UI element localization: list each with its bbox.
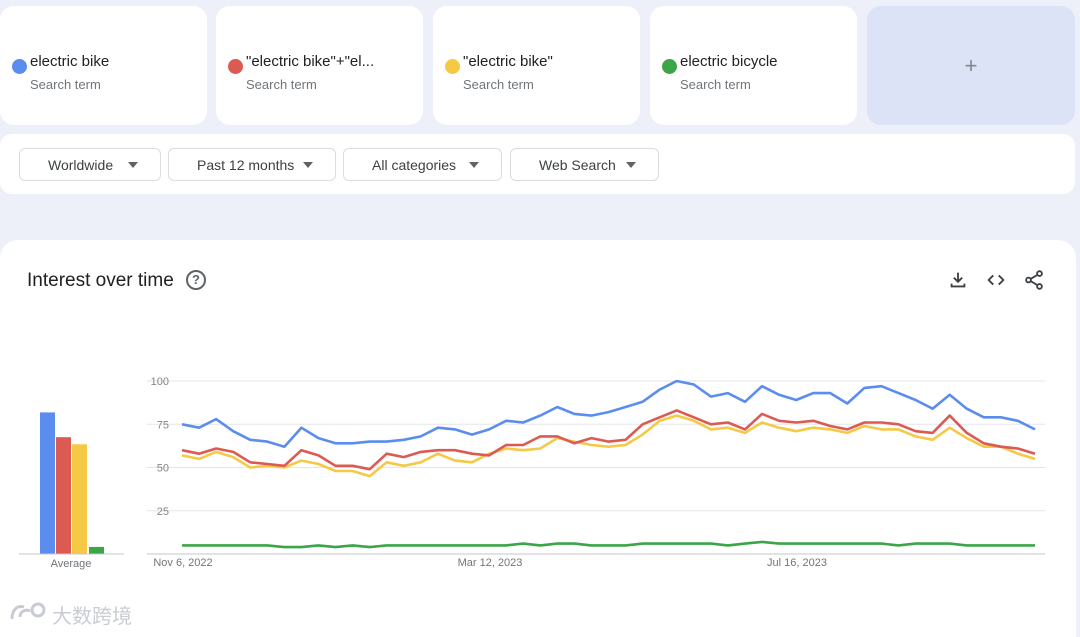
search-term-name[interactable]: electric bike — [30, 53, 110, 70]
download-icon[interactable] — [947, 269, 969, 291]
help-circle-icon[interactable]: ? — [186, 270, 206, 290]
search-term-type: Search term — [680, 77, 751, 92]
section-title: Interest over time — [27, 270, 174, 291]
time-range-dropdown[interactable]: Past 12 months — [168, 148, 336, 181]
filter-bar: Worldwide Past 12 months All categories … — [0, 134, 1075, 194]
share-icon[interactable] — [1023, 269, 1045, 291]
search-term-type: Search term — [30, 77, 101, 92]
search-term-name[interactable]: "electric bike" — [463, 53, 553, 70]
watermark-text: 大数跨境 — [52, 604, 132, 628]
watermark: 大数跨境 — [8, 600, 132, 629]
caret-down-icon — [303, 162, 313, 168]
series-color-dot — [12, 59, 27, 74]
search-term-type: Search term — [246, 77, 317, 92]
caret-down-icon — [469, 162, 479, 168]
search-term-name[interactable]: electric bicycle — [680, 53, 778, 70]
interest-over-time-card: Interest over time ? — [0, 240, 1076, 637]
search-term-card-2[interactable]: "electric bike"+"el... Search term — [216, 6, 423, 125]
search-term-name[interactable]: "electric bike"+"el... — [246, 53, 375, 70]
caret-down-icon — [626, 162, 636, 168]
plus-icon: + — [964, 52, 978, 78]
brand-logo-icon — [8, 601, 48, 628]
time-range-value: Past 12 months — [197, 156, 295, 173]
region-value: Worldwide — [48, 156, 114, 173]
search-term-card-4[interactable]: electric bicycle Search term — [650, 6, 857, 125]
caret-down-icon — [128, 162, 138, 168]
embed-code-icon[interactable] — [985, 269, 1007, 291]
search-term-card-1[interactable]: electric bike Search term — [0, 6, 207, 125]
add-comparison-button[interactable]: + — [867, 6, 1075, 125]
search-type-dropdown[interactable]: Web Search — [510, 148, 659, 181]
series-color-dot — [228, 59, 243, 74]
region-dropdown[interactable]: Worldwide — [19, 148, 161, 181]
series-color-dot — [445, 59, 460, 74]
search-term-card-3[interactable]: "electric bike" Search term — [433, 6, 640, 125]
category-dropdown[interactable]: All categories — [343, 148, 502, 181]
search-term-type: Search term — [463, 77, 534, 92]
search-type-value: Web Search — [539, 156, 616, 173]
series-color-dot — [662, 59, 677, 74]
category-value: All categories — [372, 156, 457, 173]
